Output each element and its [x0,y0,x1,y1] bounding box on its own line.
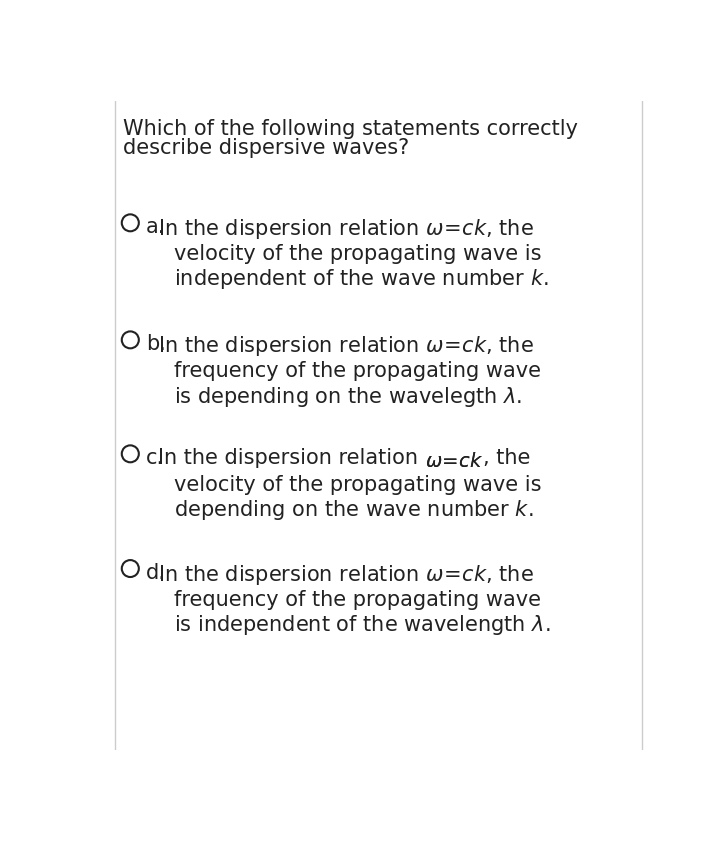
Text: depending on the wave number $k$.: depending on the wave number $k$. [174,498,533,523]
Text: In the dispersion relation: In the dispersion relation [158,448,425,469]
Text: , the: , the [483,448,531,469]
Text: In the dispersion relation $\omega\!=\!ck$, the: In the dispersion relation $\omega\!=\!c… [158,563,534,588]
Text: c.: c. [145,448,164,469]
Text: describe dispersive waves?: describe dispersive waves? [122,138,409,158]
Text: is depending on the wavelegth $\lambda$.: is depending on the wavelegth $\lambda$. [174,384,522,409]
Text: velocity of the propagating wave is: velocity of the propagating wave is [174,244,541,264]
Text: frequency of the propagating wave: frequency of the propagating wave [174,362,541,381]
Text: In the dispersion relation $\omega\!=\!ck$, the: In the dispersion relation $\omega\!=\!c… [158,335,534,358]
Text: frequency of the propagating wave: frequency of the propagating wave [174,590,541,610]
Text: a.: a. [145,217,165,237]
Text: $\omega\!=\!ck$: $\omega\!=\!ck$ [425,453,483,471]
Text: $\omega\!=\!ck$: $\omega\!=\!ck$ [425,453,483,471]
Text: independent of the wave number $k$.: independent of the wave number $k$. [174,266,548,291]
Text: velocity of the propagating wave is: velocity of the propagating wave is [174,475,541,496]
Text: d.: d. [145,563,166,583]
Text: In the dispersion relation $\omega\!=\!ck$, the: In the dispersion relation $\omega\!=\!c… [158,217,534,240]
Text: Which of the following statements correctly: Which of the following statements correc… [122,119,577,139]
Text: is independent of the wavelength $\lambda$.: is independent of the wavelength $\lambd… [174,613,550,637]
Text: b.: b. [145,335,166,354]
